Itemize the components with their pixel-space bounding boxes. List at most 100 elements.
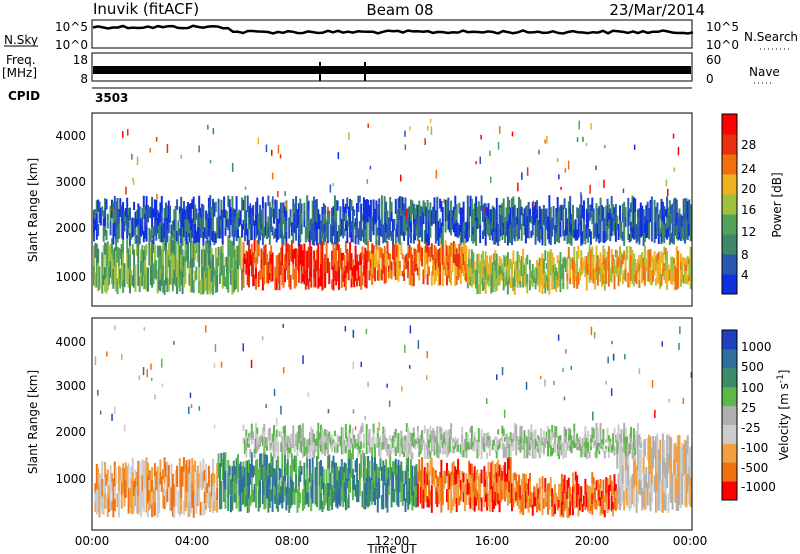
velocity-cell — [159, 471, 162, 485]
velocity-cell — [630, 476, 633, 509]
power-cell — [237, 220, 239, 230]
velocity-scatter-cell — [150, 363, 152, 370]
velocity-cell — [596, 479, 599, 489]
velocity-cell — [648, 470, 651, 488]
velocity-cell — [295, 455, 298, 475]
power-cell — [642, 257, 645, 270]
velocity-cell — [547, 499, 549, 515]
power-cell — [369, 220, 372, 242]
power-cell — [129, 207, 131, 221]
velocity-cell — [299, 438, 302, 452]
velocity-colorbar-swatch — [722, 367, 737, 388]
velocity-cell — [545, 431, 548, 438]
velocity-cell — [533, 496, 536, 502]
power-cell — [183, 277, 185, 288]
power-cell — [333, 195, 336, 220]
velocity-cell — [367, 494, 370, 508]
power-cell — [101, 266, 104, 280]
velocity-cell — [303, 485, 306, 509]
velocity-cell — [188, 502, 191, 517]
power-cell — [638, 255, 641, 264]
velocity-cell — [378, 477, 381, 489]
velocity-cell — [349, 424, 352, 433]
velocity-cell — [372, 432, 375, 443]
power-cell — [595, 254, 598, 263]
velocity-cell — [403, 446, 406, 452]
power-cell — [630, 231, 633, 242]
power-cell — [446, 255, 448, 266]
velocity-cell — [400, 481, 403, 502]
velocity-cell — [486, 452, 489, 460]
velocity-cell — [598, 483, 601, 490]
velocity-cell — [484, 440, 487, 444]
velocity-cell — [630, 426, 633, 438]
velocity-cell — [635, 489, 638, 513]
velocity-cell — [144, 461, 147, 489]
velocity-cell — [131, 486, 134, 500]
power-cell — [198, 241, 201, 255]
velocity-cell — [551, 447, 554, 456]
velocity-cell — [284, 425, 286, 441]
power-scatter-cell — [156, 193, 158, 200]
velocity-cell — [555, 426, 558, 438]
power-cell — [614, 204, 617, 223]
velocity-cell — [122, 478, 125, 493]
power-cell — [560, 264, 563, 272]
velocity-cell — [542, 442, 545, 455]
velocity-cell — [264, 454, 267, 482]
power-cell — [577, 208, 580, 224]
power-cell — [522, 261, 525, 275]
power-cell — [314, 220, 317, 231]
power-cell — [140, 261, 143, 274]
velocity-cell — [555, 493, 558, 507]
power-cell — [322, 258, 325, 274]
velocity-cell — [159, 459, 162, 472]
velocity-cell — [527, 495, 530, 513]
power-cell — [219, 272, 221, 284]
power-cell — [159, 245, 162, 258]
power-cell — [408, 206, 411, 217]
power-cell — [322, 273, 325, 289]
velocity-cell — [203, 503, 206, 514]
velocity-cell — [382, 441, 385, 450]
power-cell — [397, 243, 400, 257]
velocity-cell — [493, 500, 496, 509]
velocity-cell — [619, 439, 621, 445]
power-cell — [374, 208, 376, 225]
velocity-cell — [112, 504, 115, 518]
power-cell — [466, 263, 469, 270]
velocity-cell — [398, 483, 401, 493]
velocity-cell — [648, 452, 651, 471]
power-cell — [194, 223, 197, 244]
power-cell — [605, 223, 608, 233]
power-cell — [637, 258, 639, 267]
velocity-cell — [410, 432, 412, 442]
velocity-cell — [577, 438, 580, 442]
velocity-cell — [245, 483, 248, 495]
power-cell — [332, 254, 335, 267]
power-cell — [493, 253, 496, 265]
velocity-cell — [105, 497, 108, 509]
power-cell — [666, 196, 669, 208]
power-cell — [465, 221, 468, 243]
power-cell — [630, 221, 633, 232]
power-cell — [378, 246, 381, 264]
velocity-cell — [367, 456, 370, 469]
velocity-cell — [452, 438, 455, 443]
velocity-cell — [141, 491, 144, 507]
power-cell — [292, 232, 295, 244]
velocity-cell — [375, 442, 378, 448]
velocity-cell — [673, 443, 675, 460]
power-cell — [411, 275, 414, 286]
velocity-cell — [601, 439, 603, 443]
velocity-scatter-cell — [544, 379, 546, 387]
velocity-cell — [404, 446, 407, 452]
velocity-cell — [544, 492, 547, 507]
velocity-cell — [332, 455, 335, 468]
power-cell — [307, 221, 310, 232]
velocity-scatter-cell — [525, 381, 528, 390]
velocity-cell — [320, 424, 322, 432]
velocity-cell — [635, 437, 638, 444]
velocity-scatter-cell — [114, 325, 116, 330]
velocity-cell — [531, 451, 534, 459]
